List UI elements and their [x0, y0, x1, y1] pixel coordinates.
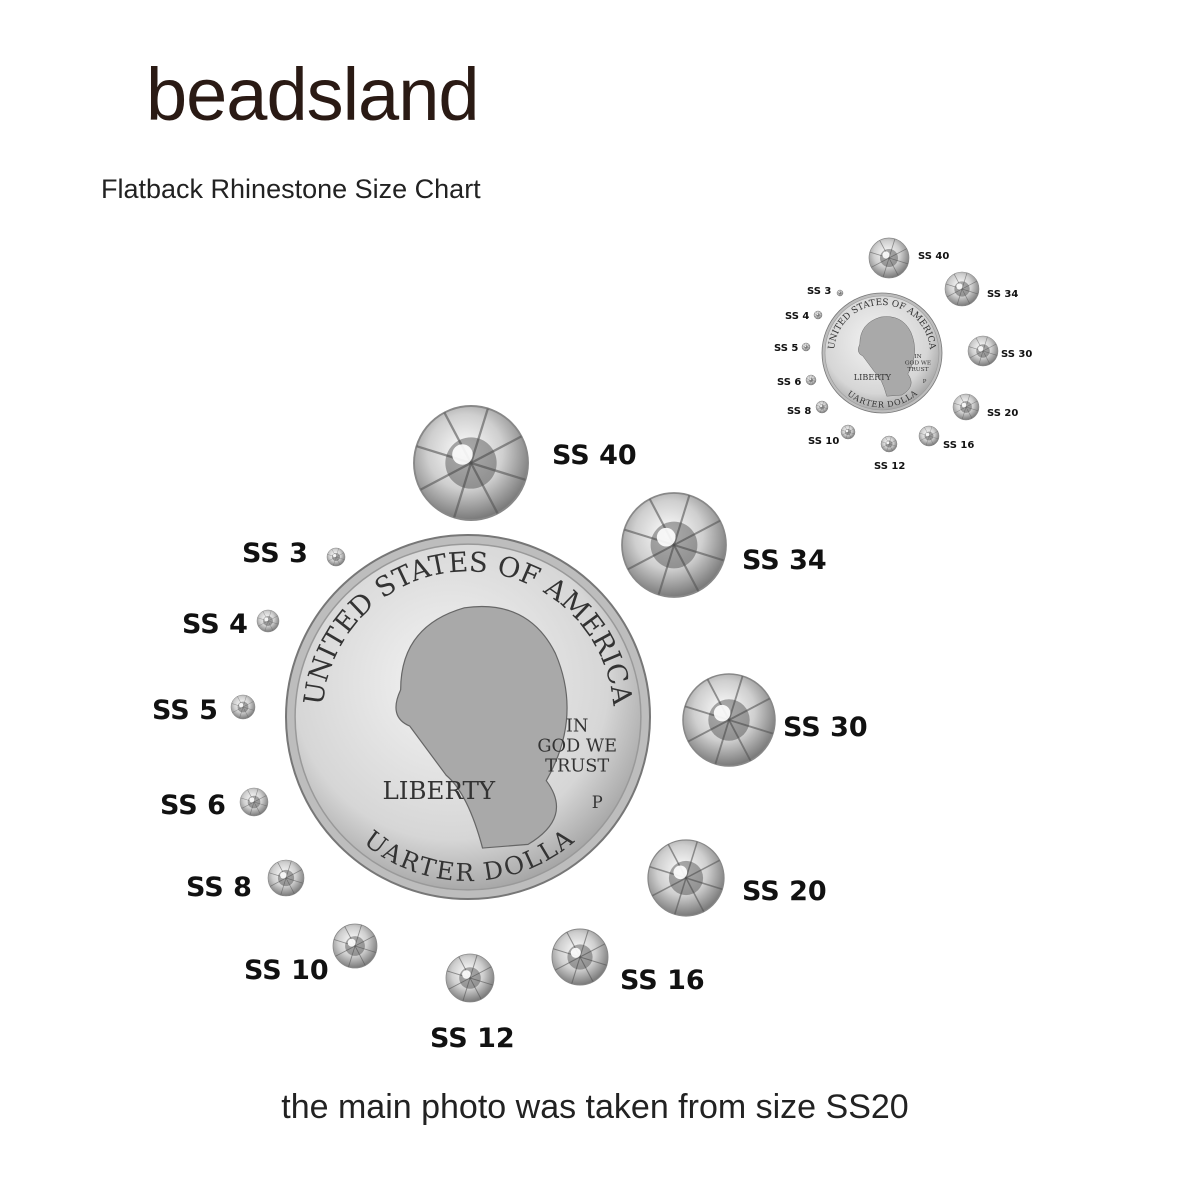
size-label: SS 30 [1001, 349, 1032, 360]
coin-liberty-text: LIBERTY [854, 372, 892, 382]
size-label: SS 4 [182, 609, 248, 640]
caption: the main photo was taken from size SS20 [281, 1088, 909, 1126]
rhinestone [621, 492, 727, 598]
quarter-coin: UNITED STATES OF AMERICAQUARTER DOLLARLI… [0, 0, 943, 414]
rhinestone [813, 310, 823, 320]
coin-motto-line: IN [566, 717, 589, 737]
rhinestone [967, 335, 999, 367]
coin-motto-line: TRUST [907, 367, 928, 373]
rhinestone [647, 839, 725, 917]
size-label: SS 10 [808, 436, 839, 447]
size-label: SS 16 [943, 440, 974, 451]
rhinestone [805, 374, 817, 386]
rhinestone [682, 673, 776, 767]
size-label: SS 20 [987, 408, 1018, 419]
coin-motto-line: GOD WE [537, 737, 617, 757]
size-label: SS 40 [552, 440, 637, 471]
size-label: SS 40 [918, 251, 949, 262]
size-label: SS 12 [430, 1023, 515, 1054]
rhinestone [801, 342, 811, 352]
size-label: SS 30 [783, 712, 868, 743]
rhinestone [445, 953, 495, 1003]
rhinestone [836, 289, 844, 297]
rhinestone [256, 609, 280, 633]
rhinestone [944, 271, 980, 307]
coin-mint-mark: P [923, 379, 927, 385]
size-label: SS 12 [874, 461, 905, 472]
size-label: SS 6 [777, 377, 801, 388]
size-label: SS 4 [785, 311, 809, 322]
rhinestone [952, 393, 980, 421]
coin-mint-mark: P [592, 793, 603, 812]
beadsland-logo: beadsland [146, 53, 480, 136]
size-label: SS 10 [244, 955, 329, 986]
rhinestone [815, 400, 829, 414]
coin-motto-line: IN [914, 354, 921, 360]
rhinestone [918, 425, 940, 447]
size-label: SS 20 [742, 876, 827, 907]
rhinestone [840, 424, 856, 440]
rhinestone [267, 859, 305, 897]
washington-profile [858, 316, 915, 397]
rhinestone [326, 547, 346, 567]
rhinestone [239, 787, 269, 817]
size-label: SS 8 [787, 406, 811, 417]
size-label: SS 3 [807, 286, 831, 297]
size-label: SS 5 [152, 695, 218, 726]
rhinestone [332, 923, 378, 969]
size-label: SS 34 [742, 545, 827, 576]
coin-liberty-text: LIBERTY [382, 776, 495, 805]
washington-profile [395, 605, 568, 849]
rhinestone [551, 928, 609, 986]
size-label: SS 5 [774, 343, 798, 354]
rhinestone [413, 405, 529, 521]
size-label: SS 6 [160, 790, 226, 821]
size-label: SS 34 [987, 289, 1018, 300]
rhinestone [880, 435, 898, 453]
coin-motto-line: TRUST [545, 757, 609, 777]
size-label: SS 16 [620, 965, 705, 996]
rhinestone [868, 237, 910, 279]
coin-motto-line: GOD WE [905, 360, 931, 366]
chart-subtitle: Flatback Rhinestone Size Chart [101, 174, 481, 204]
size-label: SS 8 [186, 872, 252, 903]
rhinestone [230, 694, 256, 720]
size-label: SS 3 [242, 538, 308, 569]
